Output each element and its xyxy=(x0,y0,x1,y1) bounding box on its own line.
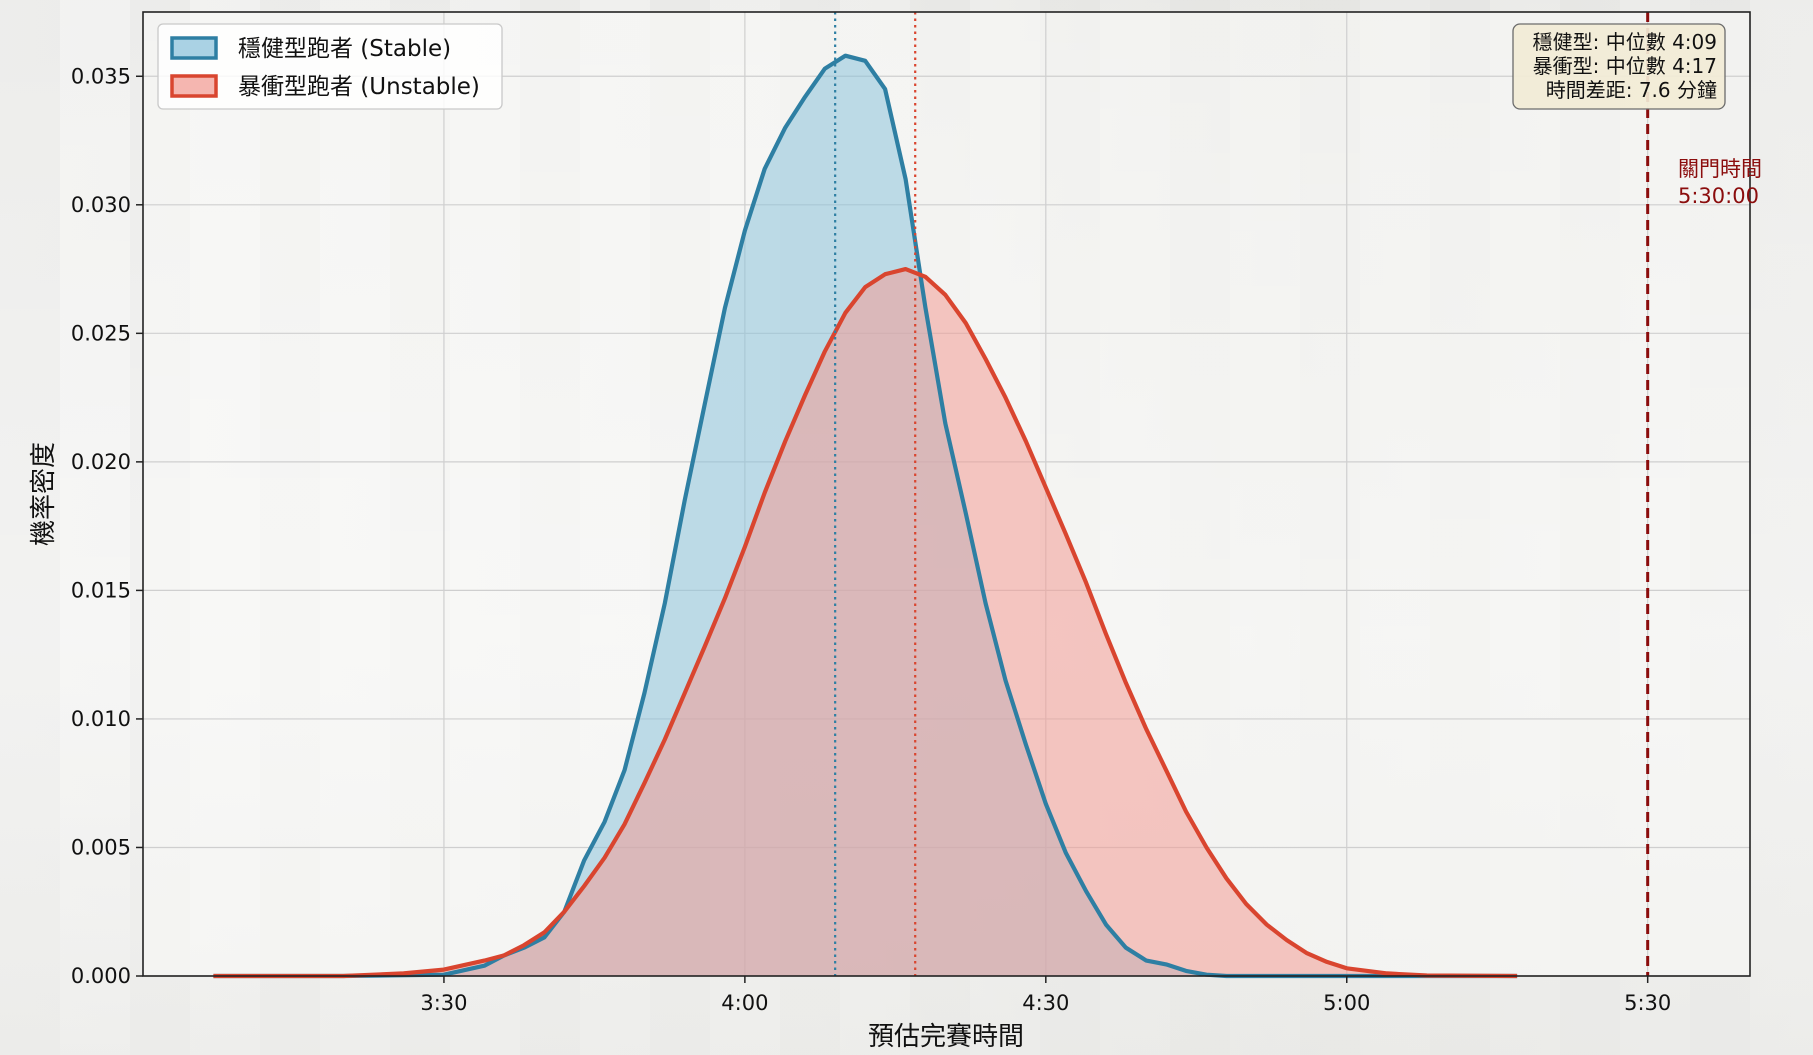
y-tick-label: 0.015 xyxy=(71,578,131,602)
x-axis-ticks: 3:30 4:00 4:30 5:00 5:30 xyxy=(420,976,1671,1015)
y-tick-label: 0.020 xyxy=(71,450,131,474)
legend-box xyxy=(157,23,503,110)
y-tick-label: 0.000 xyxy=(71,964,131,988)
series-area-1 xyxy=(213,269,1518,977)
series-line-0 xyxy=(213,53,1518,979)
stats-box-frame xyxy=(1512,23,1726,110)
stats-line-gap: 時間差距: 7.6 分鐘 xyxy=(1546,78,1717,102)
y-tick-label: 0.030 xyxy=(71,193,131,217)
x-tick-label: 5:00 xyxy=(1323,991,1370,1015)
y-tick-label: 0.005 xyxy=(71,835,131,859)
y-axis-label: 機率密度 xyxy=(29,442,59,546)
plot-frame xyxy=(142,11,1751,977)
legend-swatch-unstable xyxy=(170,74,218,98)
x-axis-label: 預估完賽時間 xyxy=(868,1022,1024,1052)
legend-label-unstable: 暴衝型跑者 (Unstable) xyxy=(238,74,480,100)
y-tick-label: 0.010 xyxy=(71,707,131,731)
cutoff-label-title: 關門時間 xyxy=(1678,157,1762,181)
x-tick-label: 4:30 xyxy=(1022,991,1069,1015)
stats-line-stable: 穩健型: 中位數 4:09 xyxy=(1533,30,1717,54)
x-tick-label: 5:30 xyxy=(1624,991,1671,1015)
y-tick-label: 0.025 xyxy=(71,321,131,345)
y-axis-ticks: 0.000 0.005 0.010 0.015 0.020 0.025 0.030 0.035 xyxy=(71,64,143,988)
stats-line-unstable: 暴衝型: 中位數 4:17 xyxy=(1533,54,1717,78)
stats-box: 穩健型: 中位數 4:09 暴衝型: 中位數 4:17 時間差距: 7.6 分鐘 xyxy=(1512,23,1726,110)
series-line-1 xyxy=(213,267,1518,979)
legend-label-stable: 穩健型跑者 (Stable) xyxy=(238,36,451,62)
x-tick-label: 4:00 xyxy=(721,991,768,1015)
density-areas xyxy=(213,53,1518,979)
y-tick-label: 0.035 xyxy=(71,64,131,88)
x-tick-label: 3:30 xyxy=(420,991,467,1015)
legend: 穩健型跑者 (Stable) 暴衝型跑者 (Unstable) xyxy=(157,23,503,110)
legend-swatch-stable xyxy=(170,36,218,60)
cutoff-label-time: 5:30:00 xyxy=(1678,184,1759,208)
median-lines xyxy=(834,12,917,976)
